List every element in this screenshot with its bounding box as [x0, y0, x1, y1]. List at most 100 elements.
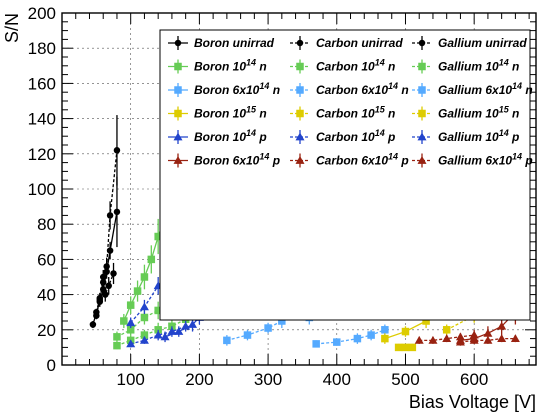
data-point: [483, 328, 493, 337]
data-point: [113, 147, 121, 154]
legend-label: Gallium 1014 n: [438, 58, 519, 74]
legend-marker: [296, 86, 304, 94]
x-tick-label: 400: [323, 370, 351, 389]
legend-marker: [296, 39, 304, 47]
legend-marker: [417, 156, 427, 164]
legend-label: Carbon 6x1014 p: [316, 152, 409, 168]
data-point: [126, 339, 136, 348]
data-point: [469, 335, 479, 344]
y-axis-label: S/N: [2, 13, 22, 43]
data-point: [333, 338, 341, 346]
data-point: [401, 327, 410, 336]
y-tick-label: 180: [28, 39, 56, 58]
legend-label: Boron 1014 n: [194, 58, 267, 74]
data-point: [455, 332, 465, 341]
data-point: [147, 255, 156, 264]
data-point: [126, 326, 135, 334]
data-point: [510, 334, 520, 342]
data-point: [243, 331, 252, 339]
legend-label: Gallium 1015 n: [438, 105, 519, 121]
data-point: [442, 334, 452, 342]
data-point: [113, 341, 121, 350]
data-point: [126, 301, 135, 309]
legend-marker: [417, 132, 427, 141]
legend-marker: [418, 109, 426, 118]
legend-marker: [173, 156, 183, 164]
legend-marker: [174, 109, 182, 118]
series-8: [312, 324, 389, 348]
legend-label: Carbon 1014 n: [316, 58, 395, 74]
data-point: [278, 317, 286, 325]
data-point: [497, 321, 507, 330]
x-tick-label: 300: [254, 370, 282, 389]
legend-label: Boron 1015 n: [194, 105, 267, 121]
data-point: [113, 208, 121, 216]
data-point: [103, 263, 110, 270]
data-point: [401, 343, 410, 352]
legend-label: Carbon 6x1014 n: [316, 81, 409, 97]
legend-label: Gallium 1014 p: [438, 128, 519, 144]
data-point: [414, 335, 424, 344]
data-point: [126, 318, 136, 327]
data-point: [154, 306, 162, 315]
legend: Boron unirrad Carbon unirrad Gallium unirr…: [159, 29, 533, 321]
legend-box: [159, 29, 531, 321]
legend-marker: [418, 39, 426, 47]
data-point: [312, 340, 320, 348]
data-point: [89, 321, 97, 328]
data-point: [102, 291, 109, 298]
data-point: [264, 324, 272, 332]
data-point: [160, 332, 170, 341]
data-point: [442, 326, 451, 334]
y-tick-label: 140: [28, 110, 56, 129]
data-point: [139, 335, 149, 344]
data-point: [153, 330, 163, 339]
data-point: [167, 327, 177, 335]
legend-label: Carbon 1015 n: [316, 105, 395, 121]
x-axis-label: Bias Voltage [V]: [409, 392, 536, 412]
data-point: [408, 343, 417, 352]
data-point: [154, 232, 162, 241]
y-tick-label: 160: [28, 74, 56, 93]
series-line: [130, 325, 186, 345]
legend-marker: [295, 132, 305, 141]
legend-label: Gallium 6x1014 n: [438, 81, 533, 97]
data-point: [497, 334, 507, 342]
data-point: [120, 317, 128, 325]
series-2: [93, 262, 117, 316]
data-point: [422, 317, 430, 325]
legend-label: Boron unirrad: [194, 36, 275, 50]
legend-label: Boron 1014 p: [194, 128, 267, 144]
y-tick-label: 80: [37, 215, 56, 234]
series-0: [89, 176, 121, 329]
data-point: [106, 212, 114, 219]
series-10: [394, 343, 417, 352]
axis-layer: 100 200 300 400 500 600 0 20 40 60 80 100 120 140 160 1…: [28, 4, 536, 389]
data-point: [483, 335, 493, 344]
data-point: [188, 320, 198, 328]
data-point: [133, 287, 142, 295]
legend-marker: [173, 132, 183, 141]
data-point: [469, 330, 479, 339]
data-point: [381, 334, 389, 343]
x-tick-label: 200: [185, 370, 213, 389]
legend-marker: [418, 62, 426, 71]
legend-marker: [296, 62, 304, 71]
data-point: [139, 302, 149, 311]
y-tick-label: 200: [28, 4, 56, 23]
x-tick-label: 100: [117, 370, 145, 389]
data-point: [140, 331, 149, 339]
x-tick-label: 600: [460, 370, 488, 389]
series-14: [126, 321, 191, 348]
y-tick-label: 100: [28, 180, 56, 199]
data-point: [93, 308, 100, 316]
legend-label: Carbon 1014 p: [316, 128, 395, 144]
y-tick-label: 120: [28, 145, 56, 164]
data-point: [174, 327, 184, 335]
data-point: [140, 273, 149, 281]
y-tick-label: 40: [37, 286, 56, 305]
series-17: [455, 334, 520, 346]
data-point: [381, 326, 389, 334]
